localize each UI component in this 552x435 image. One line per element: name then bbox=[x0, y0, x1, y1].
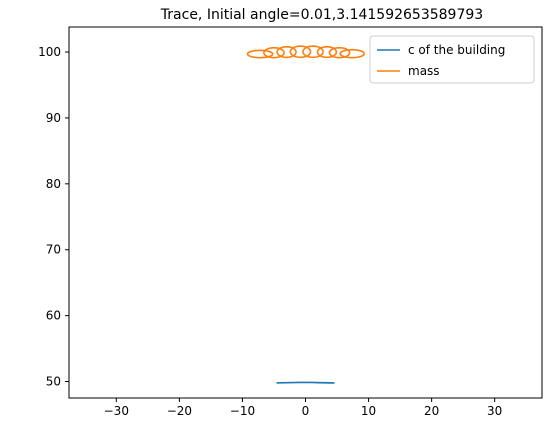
series-mass-loop bbox=[289, 45, 312, 59]
x-tick-label: 0 bbox=[302, 404, 310, 418]
y-tick-label: 70 bbox=[46, 243, 61, 257]
legend: c of the building mass bbox=[369, 35, 535, 84]
chart-title: Trace, Initial angle=0.01,3.141592653589… bbox=[160, 7, 483, 23]
plot-area bbox=[246, 45, 365, 384]
x-tick-label: −10 bbox=[230, 404, 255, 418]
y-tick-label: 100 bbox=[38, 45, 61, 59]
y-tick-label: 60 bbox=[46, 309, 61, 323]
x-tick-label: 20 bbox=[424, 404, 439, 418]
y-tick-label: 50 bbox=[46, 375, 61, 389]
x-tick-label: 30 bbox=[487, 404, 502, 418]
x-tick-label: −20 bbox=[167, 404, 192, 418]
x-tick-label: −30 bbox=[104, 404, 129, 418]
series-mass-loop bbox=[246, 49, 274, 59]
series-building-line bbox=[276, 381, 335, 384]
x-tick-label: 10 bbox=[361, 404, 376, 418]
y-axis: 50 60 70 80 90 100 bbox=[38, 45, 69, 389]
legend-box bbox=[369, 35, 535, 84]
legend-label-mass: mass bbox=[408, 64, 440, 78]
x-axis: −30 −20 −10 0 10 20 30 bbox=[104, 398, 502, 418]
legend-label-building: c of the building bbox=[408, 43, 505, 57]
y-tick-label: 80 bbox=[46, 177, 61, 191]
series-mass-loop bbox=[276, 45, 297, 59]
series-mass-loop bbox=[339, 48, 365, 59]
series-mass-loop bbox=[328, 46, 351, 59]
y-tick-label: 90 bbox=[46, 111, 61, 125]
series-mass-loop bbox=[302, 45, 324, 59]
